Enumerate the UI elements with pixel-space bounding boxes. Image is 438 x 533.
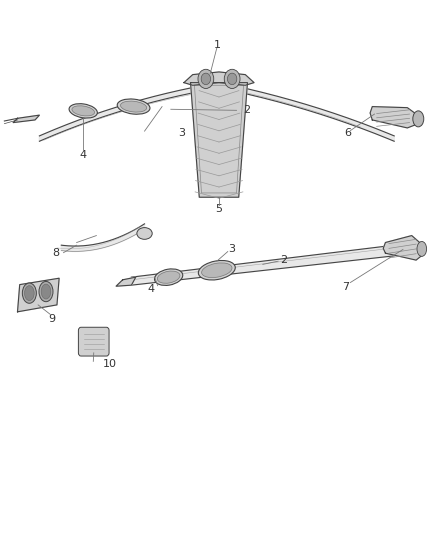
Polygon shape xyxy=(61,224,145,252)
Polygon shape xyxy=(13,115,39,123)
Polygon shape xyxy=(184,72,254,85)
Circle shape xyxy=(227,73,237,85)
Polygon shape xyxy=(116,277,136,286)
Ellipse shape xyxy=(39,281,53,302)
Text: 9: 9 xyxy=(48,314,55,324)
Ellipse shape xyxy=(120,101,147,112)
Text: 4: 4 xyxy=(80,150,87,159)
Text: 8: 8 xyxy=(53,248,60,257)
Text: 5: 5 xyxy=(215,204,223,214)
Ellipse shape xyxy=(25,286,34,301)
Ellipse shape xyxy=(41,284,51,299)
FancyBboxPatch shape xyxy=(78,327,109,356)
Ellipse shape xyxy=(413,111,424,127)
Ellipse shape xyxy=(72,106,95,116)
Text: 2: 2 xyxy=(280,255,287,264)
Text: 7: 7 xyxy=(343,282,350,292)
Ellipse shape xyxy=(117,99,150,114)
Polygon shape xyxy=(219,83,394,141)
Circle shape xyxy=(224,69,240,88)
Circle shape xyxy=(201,73,211,85)
Ellipse shape xyxy=(155,269,183,286)
Polygon shape xyxy=(18,278,59,312)
Polygon shape xyxy=(191,83,247,197)
Text: 6: 6 xyxy=(344,128,351,138)
Ellipse shape xyxy=(417,241,427,256)
Text: 2: 2 xyxy=(243,106,250,115)
Polygon shape xyxy=(39,83,219,141)
Polygon shape xyxy=(383,236,423,260)
Polygon shape xyxy=(131,245,394,285)
Text: 4: 4 xyxy=(148,284,155,294)
Ellipse shape xyxy=(198,261,235,280)
Text: 1: 1 xyxy=(214,41,221,50)
Ellipse shape xyxy=(69,104,97,118)
Text: 3: 3 xyxy=(178,128,185,138)
Text: 3: 3 xyxy=(229,244,236,254)
Ellipse shape xyxy=(137,228,152,239)
Ellipse shape xyxy=(201,263,232,278)
Text: 10: 10 xyxy=(102,359,117,368)
Ellipse shape xyxy=(157,271,180,283)
Ellipse shape xyxy=(22,283,36,303)
Polygon shape xyxy=(370,107,420,128)
Circle shape xyxy=(198,69,214,88)
